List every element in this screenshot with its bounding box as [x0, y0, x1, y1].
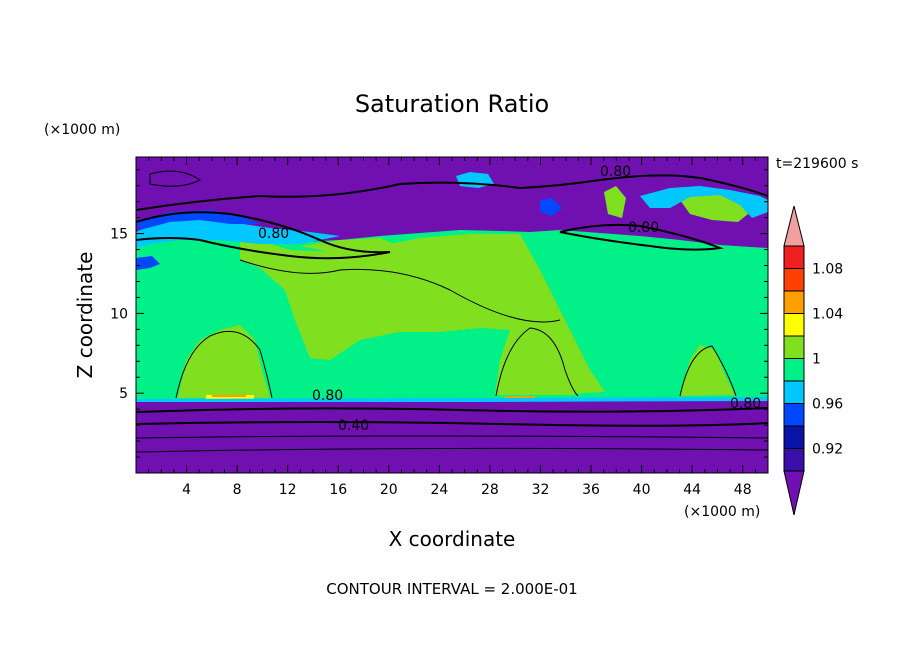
colorbar-box: [783, 448, 805, 472]
contour-interval-footer: CONTOUR INTERVAL = 2.000E-01: [326, 580, 577, 598]
x-tick-label: 32: [532, 482, 550, 498]
contour-line-thin-7: [679, 345, 737, 397]
colorbar-box: [783, 290, 805, 314]
contour-lines-thin: [136, 170, 768, 453]
contour-line-thin-1: [175, 330, 273, 399]
chart-title: Saturation Ratio: [355, 90, 549, 118]
x-tick-label: 16: [329, 482, 347, 498]
field-band-lime-7: [300, 238, 400, 254]
saturation-field: 0.80 0.80 0.80 0.80 0.80 0.40: [136, 157, 768, 473]
contour-label: 0.80: [258, 226, 289, 242]
colorbar-label: 1.04: [812, 307, 843, 323]
contour-line-thin-4: [136, 435, 768, 439]
contour-line-upper: [136, 174, 768, 211]
y-unit-label: (×1000 m): [44, 122, 120, 138]
x-tick-label: 24: [430, 482, 448, 498]
x-tick-label: 44: [683, 482, 701, 498]
contour-line-thin-5: [136, 447, 768, 453]
x-unit-label: (×1000 m): [684, 504, 760, 520]
field-band-green-left: [136, 266, 180, 300]
y-tick-label: 10: [110, 306, 128, 322]
contour-line-thin-2: [495, 327, 579, 397]
colorbar-box: [783, 425, 805, 449]
colorbar-label: 1.08: [812, 262, 843, 278]
x-axis-ticks: 4 8 12 16 20 24 28 32 36 40 44 48: [148, 157, 756, 498]
x-axis-label: X coordinate: [389, 527, 516, 551]
field-band-orange-2: [505, 396, 535, 399]
field-band-cyan-surface: [136, 397, 768, 403]
colorbar-box: [783, 335, 805, 359]
colorbar-box: [783, 380, 805, 404]
contour-line-thin-3: [239, 259, 561, 323]
field-band-blue-cloud: [540, 198, 562, 216]
x-tick-label: 28: [481, 482, 499, 498]
colorbar-box: [783, 358, 805, 382]
contour-line-surface: [136, 407, 768, 413]
colorbar-box: [783, 313, 805, 337]
contour-line-thin-6: [149, 170, 201, 187]
colorbar-box: [783, 245, 805, 269]
contour-label: 0.80: [312, 388, 343, 404]
field-band-lime-6: [604, 186, 626, 218]
y-axis-ticks: 5 10 15: [110, 169, 768, 458]
colorbar-box: [783, 268, 805, 292]
field-band-cyan-right: [640, 186, 768, 218]
colorbar-label: 0.92: [812, 442, 843, 458]
colorbar: [783, 205, 805, 516]
field-band-blue-left: [136, 256, 160, 270]
contour-line-upper-left: [136, 211, 391, 260]
y-tick-label: 15: [110, 227, 128, 243]
field-band-lime-4: [680, 345, 735, 396]
contour-label: 0.80: [730, 396, 761, 412]
field-band-orange-1: [212, 395, 246, 397]
colorbar-label: 1: [812, 352, 821, 368]
contour-line-upper-right: [559, 223, 724, 251]
x-tick-label: 36: [582, 482, 600, 498]
contour-label: 0.80: [628, 220, 659, 236]
y-tick-label: 5: [119, 386, 128, 402]
contour-label: 0.40: [338, 418, 369, 434]
x-tick-label: 48: [734, 482, 752, 498]
y-axis-label: Z coordinate: [73, 252, 97, 379]
time-label: t=219600 s: [776, 156, 858, 172]
x-tick-label: 20: [380, 482, 398, 498]
contour-lines: [136, 174, 768, 427]
x-tick-label: 12: [279, 482, 297, 498]
x-tick-label: 4: [182, 482, 191, 498]
colorbar-min-triangle: [783, 470, 805, 516]
colorbar-max-triangle: [783, 205, 805, 247]
field-band-lime-3: [498, 325, 575, 395]
colorbar-box: [783, 403, 805, 427]
contour-label: 0.80: [600, 164, 631, 180]
x-tick-label: 40: [633, 482, 651, 498]
x-tick-label: 8: [233, 482, 242, 498]
contour-line-040: [136, 421, 768, 427]
colorbar-labels: 0.92 0.96 1 1.04 1.08: [812, 262, 843, 458]
colorbar-label: 0.96: [812, 397, 843, 413]
